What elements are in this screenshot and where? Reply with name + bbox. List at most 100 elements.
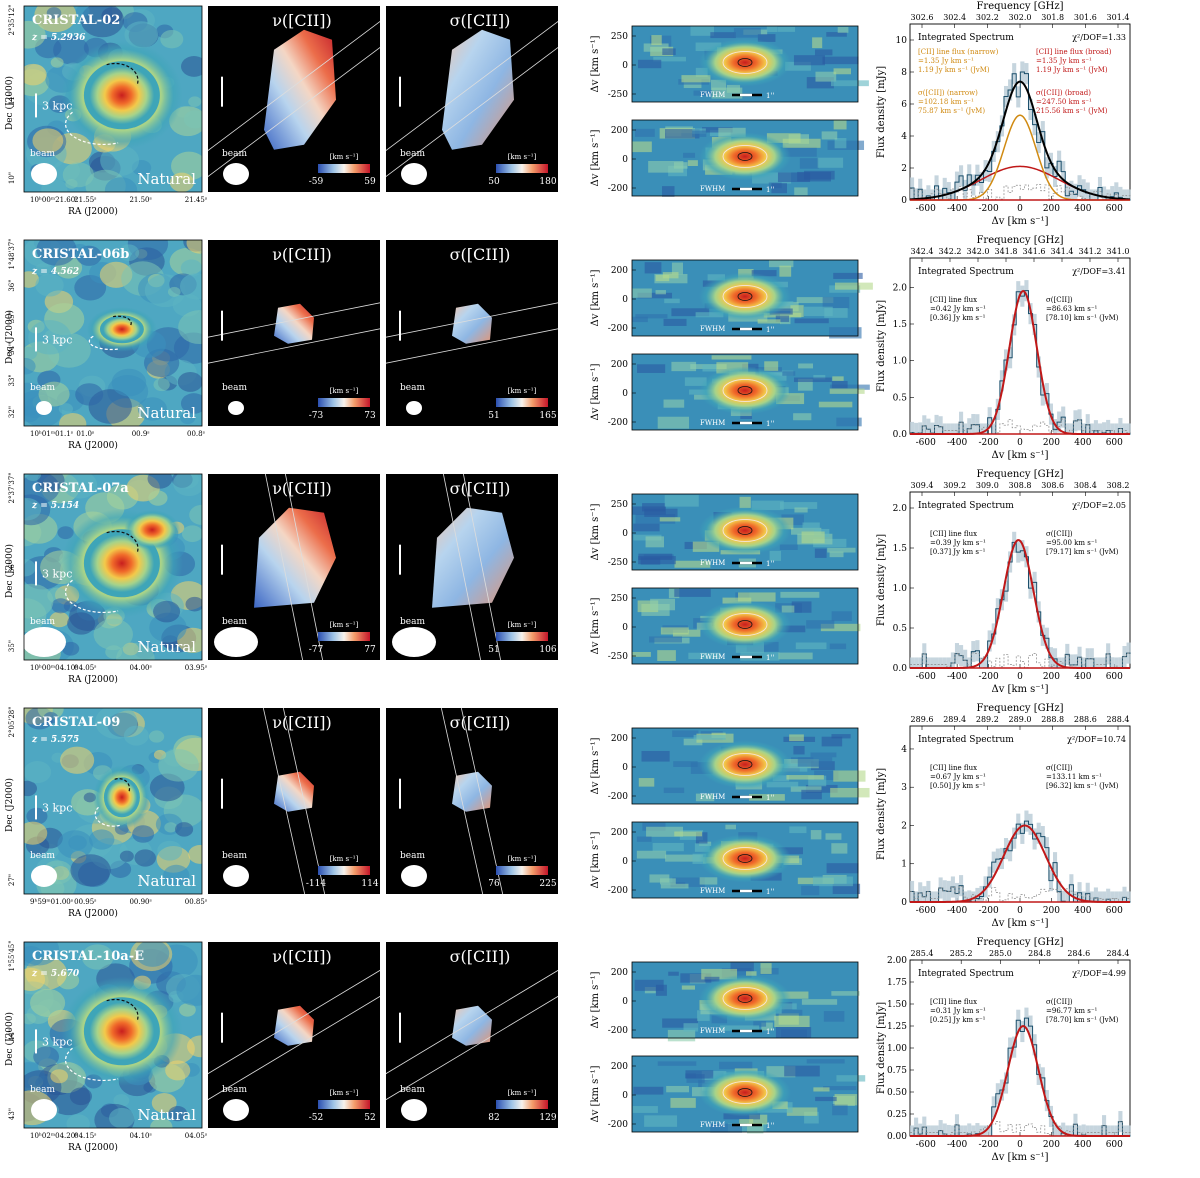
- dispersion-map: σ([CII]) beam [km s⁻¹] 82 129: [386, 942, 558, 1128]
- fwhm-label: FWHM: [700, 887, 725, 895]
- ra-axis-label: RA (J2000): [68, 440, 118, 451]
- colorbar-max: 180: [539, 177, 556, 187]
- dispersion-title: σ([CII]): [450, 11, 511, 30]
- velocity-title: ν([CII]): [272, 479, 332, 498]
- chi-square-label: χ²/DOF=10.74: [1067, 735, 1126, 744]
- spectrum-xaxis-label: Δv [km s⁻¹]: [992, 684, 1049, 695]
- arcsec-label: 1'': [766, 560, 774, 568]
- spectrum-panel: Frequency [GHz] 342.4 342.2 342.0 341.8 341.6…: [876, 235, 1131, 461]
- beam-label: beam: [30, 383, 55, 393]
- spectrum-xaxis-label: Δv [km s⁻¹]: [992, 918, 1049, 929]
- spectrum-xtick: -400: [947, 906, 967, 916]
- ra-tick: 04.05ˢ: [185, 1132, 208, 1140]
- broad-annotation: 1.19 Jy km s⁻¹ (JvM): [1036, 66, 1108, 74]
- weighting-label: Natural: [137, 872, 196, 890]
- dispersion-title: σ([CII]): [450, 947, 511, 966]
- frequency-axis-title: Frequency [GHz]: [976, 1, 1063, 12]
- sigma-annotation: =133.11 km s⁻¹: [1046, 773, 1102, 781]
- spectrum-xtick: 0: [1017, 672, 1023, 682]
- ra-axis-label: RA (J2000): [68, 674, 118, 685]
- frequency-tick: 302.2: [976, 13, 999, 22]
- sigma-annotation: [78.10] km s⁻¹ (JvM): [1046, 314, 1119, 322]
- arcsec-label: 1'': [766, 92, 774, 100]
- beam-ellipse: [31, 865, 57, 887]
- spectrum-xtick: 0: [1017, 1140, 1023, 1150]
- frequency-tick: 308.2: [1107, 481, 1130, 490]
- dec-tick: 36": [8, 280, 16, 292]
- beam-label: beam: [30, 149, 55, 159]
- dec-axis-label: Dec (J2000): [4, 310, 15, 364]
- spectrum-xtick: 200: [1043, 906, 1060, 916]
- frequency-tick: 309.0: [976, 481, 999, 490]
- dec-tick: 27": [8, 874, 16, 886]
- beam-label: beam: [400, 149, 425, 159]
- spectrum-ytick: 0.25: [887, 1110, 907, 1120]
- arcsec-label: 1'': [766, 326, 774, 334]
- spectrum-xtick: 0: [1017, 438, 1023, 448]
- spectrum-xtick: 600: [1106, 438, 1123, 448]
- colorbar: [496, 1100, 548, 1109]
- spectrum-ytick: 2.00: [887, 956, 907, 966]
- spectrum-xtick: -600: [916, 906, 936, 916]
- arcsec-label: 1'': [766, 420, 774, 428]
- pv-yaxis-label: Δv [km s⁻¹]: [590, 1065, 601, 1122]
- dec-tick: 2°35'12": [8, 5, 16, 36]
- ra-tick: 00.8ˢ: [187, 430, 206, 438]
- pv-diagram: FWHM 1'' 200 0 -200 Δv [km s⁻¹]: [590, 961, 860, 1042]
- colorbar-max: 77: [364, 645, 376, 655]
- moment0-map: CRISTAL-02 z = 5.2936 3 kpc beam Natural 2°35…: [4, 5, 208, 217]
- moment0-map: CRISTAL-06b z = 4.562 3 kpc beam Natural 1°48…: [4, 239, 206, 451]
- redshift-label: z = 4.562: [31, 267, 79, 277]
- moment0-map: CRISTAL-10a-E z = 5.670 3 kpc beam Natural 1°…: [4, 941, 208, 1153]
- spectrum-xtick: -400: [947, 672, 967, 682]
- weighting-label: Natural: [137, 1106, 196, 1124]
- spectrum-ytick: 1.25: [887, 1022, 907, 1032]
- moment0-map: CRISTAL-09 z = 5.575 3 kpc beam Natural 2°05'…: [4, 707, 208, 919]
- arcsec-label: 1'': [766, 186, 774, 194]
- velocity-title: ν([CII]): [272, 11, 332, 30]
- ra-tick: 04.05ˢ: [74, 664, 97, 672]
- pv-ytick: -200: [608, 324, 628, 334]
- spectrum-xtick: 600: [1106, 1140, 1123, 1150]
- pv-yaxis-label: Δv [km s⁻¹]: [590, 503, 601, 560]
- dec-axis-label: Dec (J2000): [4, 544, 15, 598]
- dispersion-field: [442, 29, 514, 150]
- colorbar: [318, 398, 370, 407]
- spectrum-xtick: -200: [978, 438, 998, 448]
- redshift-label: z = 5.575: [31, 735, 79, 745]
- line-flux-annotation: =0.39 Jy km s⁻¹: [930, 539, 986, 547]
- frequency-tick: 288.6: [1074, 715, 1097, 724]
- dispersion-field: [432, 507, 514, 608]
- spectrum-ytick: 1.5: [893, 544, 908, 554]
- ra-tick: 00.95ˢ: [74, 898, 97, 906]
- colorbar-unit: [km s⁻¹]: [508, 153, 537, 161]
- beam-label: beam: [400, 383, 425, 393]
- spectrum-ytick: 2.0: [893, 504, 908, 514]
- frequency-tick: 289.6: [911, 715, 934, 724]
- spectrum-xtick: 400: [1074, 672, 1091, 682]
- line-flux-annotation: [0.37] Jy km s⁻¹: [930, 548, 986, 556]
- sigma-annotation: =95.00 km s⁻¹: [1046, 539, 1098, 547]
- sigma-annotation: [78.70] km s⁻¹ (JvM): [1046, 1016, 1119, 1024]
- velocity-map: ν([CII]) beam [km s⁻¹] -59 59: [208, 6, 380, 192]
- frequency-axis-title: Frequency [GHz]: [976, 469, 1063, 480]
- sigma-annotation: σ([CII]): [1046, 530, 1073, 538]
- dec-axis-label: Dec (J2000): [4, 778, 15, 832]
- spectrum-xtick: -600: [916, 204, 936, 214]
- fwhm-label: FWHM: [700, 185, 725, 193]
- ra-tick: 04.15ˢ: [74, 1132, 97, 1140]
- beam-ellipse: [401, 1099, 427, 1121]
- velocity-field: [274, 303, 314, 344]
- pv-ytick: 0: [622, 623, 628, 633]
- target-name: CRISTAL-02: [32, 13, 120, 28]
- spectrum-xtick: 0: [1017, 204, 1023, 214]
- velocity-title: ν([CII]): [272, 713, 332, 732]
- beam-label: beam: [400, 851, 425, 861]
- line-flux-annotation: [0.36] Jy km s⁻¹: [930, 314, 986, 322]
- frequency-tick: 284.8: [1028, 949, 1051, 958]
- spectrum-panel: Frequency [GHz] 285.4 285.2 285.0 284.8 284.6…: [876, 937, 1131, 1163]
- ra-tick: 9ʰ59ᵐ01.00ˢ: [30, 898, 74, 906]
- spectrum-xtick: 600: [1106, 906, 1123, 916]
- spectrum-ytick: 1.5: [893, 320, 908, 330]
- dec-tick: 33": [8, 374, 16, 386]
